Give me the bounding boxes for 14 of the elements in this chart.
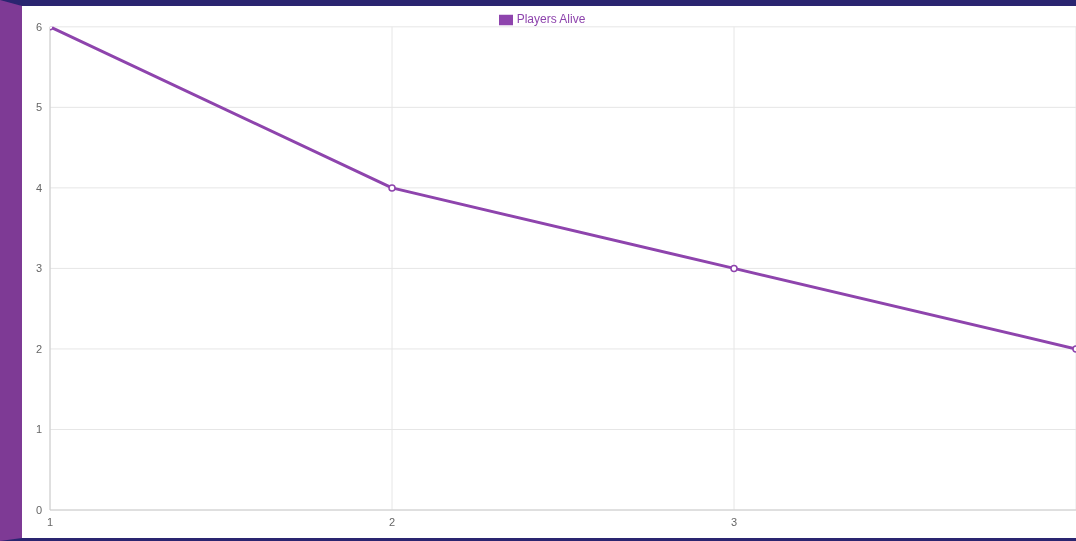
point xyxy=(730,264,738,273)
x-tick-label: 2 xyxy=(388,515,396,528)
y-tick-label: 1 xyxy=(35,423,42,436)
point xyxy=(50,26,54,31)
y-tick-label: 3 xyxy=(35,262,42,275)
y-tick-label: 5 xyxy=(35,101,42,114)
y-tick-label: 4 xyxy=(35,181,42,194)
x-tick-label: 1 xyxy=(46,515,54,528)
legend-label: Players Alive xyxy=(516,12,586,26)
point xyxy=(388,184,396,192)
y-tick-label: 2 xyxy=(35,342,42,355)
x-tick-label: 3 xyxy=(730,515,738,528)
y-tick-label: 0 xyxy=(35,503,42,516)
y-tick-label: 6 xyxy=(35,20,42,33)
